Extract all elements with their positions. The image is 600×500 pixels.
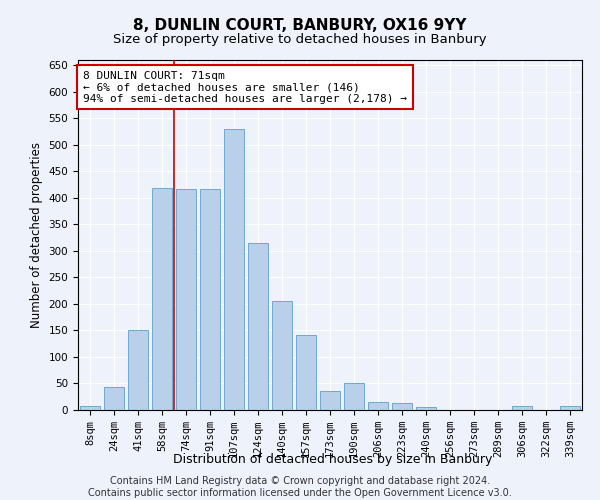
Bar	[512, 406, 532, 410]
Text: 8, DUNLIN COURT, BANBURY, OX16 9YY: 8, DUNLIN COURT, BANBURY, OX16 9YY	[133, 18, 467, 32]
Bar	[560, 406, 580, 410]
Text: Contains HM Land Registry data © Crown copyright and database right 2024.
Contai: Contains HM Land Registry data © Crown c…	[88, 476, 512, 498]
Bar	[176, 190, 196, 410]
Text: Size of property relative to detached houses in Banbury: Size of property relative to detached ho…	[113, 32, 487, 46]
Bar	[128, 330, 148, 410]
Bar	[104, 386, 124, 410]
Bar	[152, 188, 172, 410]
Bar	[248, 243, 268, 410]
Bar	[80, 406, 100, 410]
Bar	[392, 403, 412, 410]
Bar	[344, 384, 364, 410]
Bar	[224, 129, 244, 410]
Bar	[296, 334, 316, 410]
Text: Distribution of detached houses by size in Banbury: Distribution of detached houses by size …	[173, 452, 493, 466]
Bar	[416, 408, 436, 410]
Bar	[272, 302, 292, 410]
Bar	[368, 402, 388, 410]
Y-axis label: Number of detached properties: Number of detached properties	[30, 142, 43, 328]
Text: 8 DUNLIN COURT: 71sqm
← 6% of detached houses are smaller (146)
94% of semi-deta: 8 DUNLIN COURT: 71sqm ← 6% of detached h…	[83, 70, 407, 104]
Bar	[320, 392, 340, 410]
Bar	[200, 189, 220, 410]
